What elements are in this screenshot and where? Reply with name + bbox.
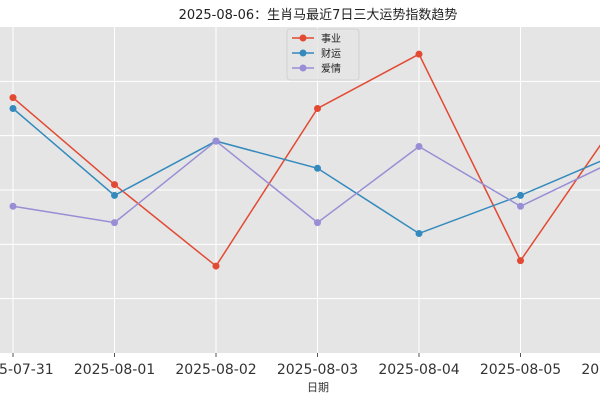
data-point xyxy=(416,143,423,150)
x-tick-label: 2025-08-05 xyxy=(480,362,561,378)
x-axis-label: 日期 xyxy=(307,381,329,394)
x-tick-label: 2025-08-04 xyxy=(378,362,459,378)
data-point xyxy=(111,219,118,226)
x-tick-label: 2025-07-31 xyxy=(0,362,54,378)
data-point xyxy=(111,192,118,199)
data-point xyxy=(10,203,17,210)
data-point xyxy=(10,105,17,112)
data-point xyxy=(517,192,524,199)
x-tick-label: 2025-08-01 xyxy=(74,362,155,378)
data-point xyxy=(416,230,423,237)
legend-label: 财运 xyxy=(321,47,341,60)
legend-swatch-marker xyxy=(300,50,307,57)
x-tick-label: 2025-08-02 xyxy=(175,362,256,378)
legend-swatch-marker xyxy=(300,35,307,42)
legend-label: 爱情 xyxy=(321,62,341,75)
data-point xyxy=(416,51,423,58)
legend-label: 事业 xyxy=(321,32,341,45)
data-point xyxy=(517,257,524,264)
chart-title: 2025-08-06：生肖马最近7日三大运势指数趋势 xyxy=(179,7,458,23)
legend-swatch-marker xyxy=(300,65,307,72)
data-point xyxy=(314,219,321,226)
data-point xyxy=(10,94,17,101)
data-point xyxy=(314,165,321,172)
data-point xyxy=(213,263,220,270)
x-tick-label: 2025-08-03 xyxy=(277,362,358,378)
x-axis-ticks: 2025-07-31 2025-08-01 2025-08-02 2025-08-03… xyxy=(0,353,600,378)
data-point xyxy=(213,138,220,145)
data-point xyxy=(111,181,118,188)
x-tick-label: 2025-08-06 xyxy=(581,362,600,378)
data-point xyxy=(517,203,524,210)
data-point xyxy=(314,105,321,112)
